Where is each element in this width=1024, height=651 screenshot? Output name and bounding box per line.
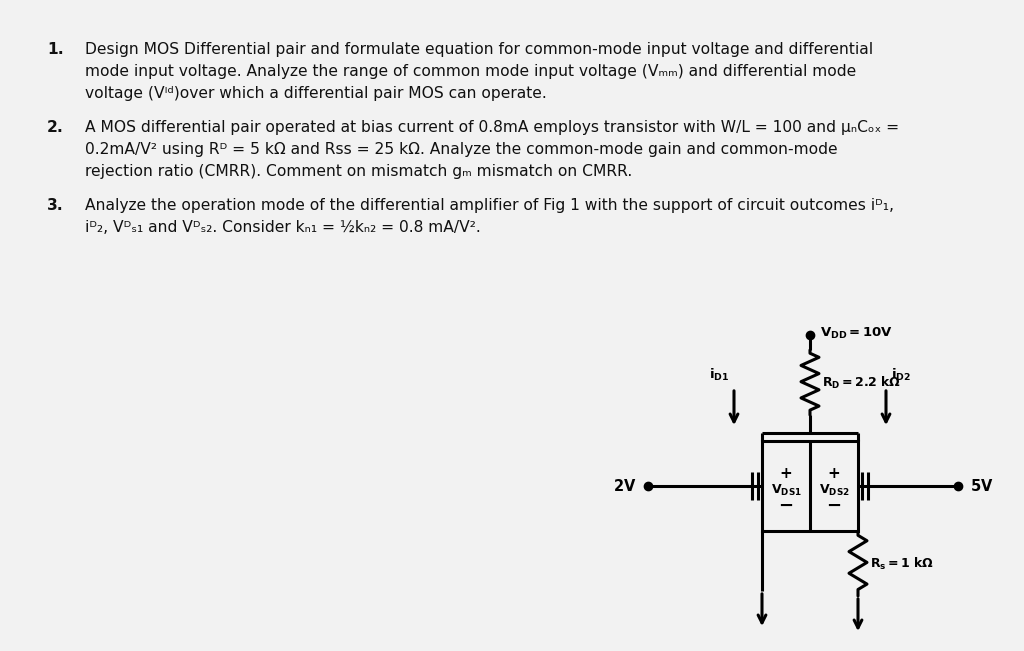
Text: −: − — [778, 497, 794, 515]
Text: mode input voltage. Analyze the range of common mode input voltage (Vₘₘ) and dif: mode input voltage. Analyze the range of… — [85, 64, 856, 79]
Text: 3.: 3. — [47, 198, 63, 213]
Text: voltage (Vᴵᵈ)over which a differential pair MOS can operate.: voltage (Vᴵᵈ)over which a differential p… — [85, 86, 547, 101]
Text: $\mathbf{i_{D2}}$: $\mathbf{i_{D2}}$ — [891, 367, 911, 383]
Text: rejection ratio (CMRR). Comment on mismatch gₘ mismatch on CMRR.: rejection ratio (CMRR). Comment on misma… — [85, 164, 632, 179]
Text: Design MOS Differential pair and formulate equation for common-mode input voltag: Design MOS Differential pair and formula… — [85, 42, 873, 57]
Text: $\mathbf{R_D=2.2\ k\Omega}$: $\mathbf{R_D=2.2\ k\Omega}$ — [822, 374, 901, 391]
Text: +: + — [779, 467, 793, 482]
Bar — [762, 441, 858, 531]
Text: A MOS differential pair operated at bias current of 0.8mA employs transistor wit: A MOS differential pair operated at bias… — [85, 120, 899, 135]
Text: $\mathbf{V_{DS2}}$: $\mathbf{V_{DS2}}$ — [818, 482, 849, 497]
Text: +: + — [827, 467, 841, 482]
Text: $\mathbf{R_s=1\ k\Omega}$: $\mathbf{R_s=1\ k\Omega}$ — [870, 555, 934, 572]
Text: 1.: 1. — [47, 42, 63, 57]
Text: $\mathbf{5V}$: $\mathbf{5V}$ — [970, 478, 993, 494]
Text: 0.2mA/V² using Rᴰ = 5 kΩ and Rss = 25 kΩ. Analyze the common-mode gain and commo: 0.2mA/V² using Rᴰ = 5 kΩ and Rss = 25 kΩ… — [85, 142, 838, 157]
Text: $\mathbf{2V}$: $\mathbf{2V}$ — [612, 478, 636, 494]
Text: −: − — [826, 497, 842, 515]
Text: Analyze the operation mode of the differential amplifier of Fig 1 with the suppo: Analyze the operation mode of the differ… — [85, 198, 894, 213]
Text: $\mathbf{V_{DD}=10V}$: $\mathbf{V_{DD}=10V}$ — [820, 326, 893, 340]
Text: $\mathbf{V_{DS1}}$: $\mathbf{V_{DS1}}$ — [771, 482, 802, 497]
Text: iᴰ₂, Vᴰₛ₁ and Vᴰₛ₂. Consider kₙ₁ = ½kₙ₂ = 0.8 mA/V².: iᴰ₂, Vᴰₛ₁ and Vᴰₛ₂. Consider kₙ₁ = ½kₙ₂ … — [85, 220, 480, 235]
Text: $\mathbf{i_{D1}}$: $\mathbf{i_{D1}}$ — [709, 367, 729, 383]
Text: 2.: 2. — [47, 120, 63, 135]
